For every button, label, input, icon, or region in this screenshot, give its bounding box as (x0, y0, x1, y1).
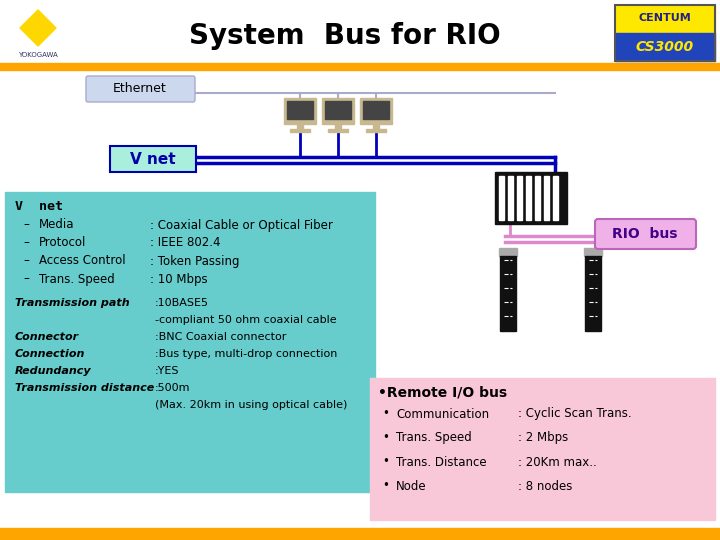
Text: V  net: V net (15, 199, 63, 213)
Text: -compliant 50 ohm coaxial cable: -compliant 50 ohm coaxial cable (155, 315, 337, 325)
Bar (290, 129, 310, 132)
Bar (517, 176, 522, 220)
Bar (0, 528, 720, 540)
Text: Redundancy: Redundancy (15, 366, 91, 376)
Text: V net: V net (130, 152, 176, 166)
Bar (0, 70, 720, 528)
Polygon shape (20, 10, 56, 46)
Bar (325, 101, 351, 119)
Text: :YES: :YES (155, 366, 179, 376)
Bar (0, 63, 720, 70)
Bar (584, 248, 602, 256)
Bar (360, 98, 392, 124)
Text: YOKOGAWA: YOKOGAWA (18, 52, 58, 58)
FancyBboxPatch shape (595, 219, 696, 249)
Text: Connector: Connector (15, 332, 79, 342)
Bar (526, 176, 531, 220)
Bar (585, 256, 601, 331)
Bar (287, 101, 313, 119)
Text: RIO  bus: RIO bus (612, 227, 678, 241)
Text: –: – (23, 273, 29, 286)
Text: : 20Km max..: : 20Km max.. (518, 456, 597, 469)
Text: : 10 Mbps: : 10 Mbps (150, 273, 207, 286)
Text: •: • (382, 408, 389, 421)
FancyBboxPatch shape (110, 146, 196, 172)
Bar (370, 378, 715, 520)
Text: Media: Media (39, 219, 74, 232)
Bar (328, 129, 348, 132)
Text: :BNC Coaxial connector: :BNC Coaxial connector (155, 332, 287, 342)
Bar (373, 124, 379, 129)
Text: Communication: Communication (396, 408, 489, 421)
Text: •Remote I/O bus: •Remote I/O bus (378, 385, 507, 399)
Text: •: • (382, 431, 389, 444)
Bar (535, 176, 540, 220)
Text: Trans. Distance: Trans. Distance (396, 456, 487, 469)
Bar (553, 176, 558, 220)
Text: Transmission distance: Transmission distance (15, 383, 154, 393)
Text: (Max. 20km in using optical cable): (Max. 20km in using optical cable) (155, 400, 347, 410)
Bar (544, 176, 549, 220)
Bar (363, 101, 389, 119)
Text: –: – (23, 254, 29, 267)
Bar (499, 248, 517, 256)
Text: :Bus type, multi-drop connection: :Bus type, multi-drop connection (155, 349, 338, 359)
Text: Access Control: Access Control (39, 254, 125, 267)
Text: Connection: Connection (15, 349, 86, 359)
Text: : Token Passing: : Token Passing (150, 254, 240, 267)
Text: Trans. Speed: Trans. Speed (396, 431, 472, 444)
Text: : 2 Mbps: : 2 Mbps (518, 431, 568, 444)
Text: –: – (23, 219, 29, 232)
Bar (508, 176, 513, 220)
Bar (297, 124, 303, 129)
Text: Protocol: Protocol (39, 237, 86, 249)
Bar (615, 5, 715, 61)
Text: CENTUM: CENTUM (639, 13, 691, 23)
Text: : 8 nodes: : 8 nodes (518, 480, 572, 492)
Text: Node: Node (396, 480, 427, 492)
Text: : IEEE 802.4: : IEEE 802.4 (150, 237, 220, 249)
Bar (500, 256, 516, 331)
Bar (499, 176, 504, 220)
Bar (495, 172, 567, 224)
Text: Trans. Speed: Trans. Speed (39, 273, 114, 286)
FancyBboxPatch shape (86, 76, 195, 102)
Bar (335, 124, 341, 129)
Bar (0, 0, 720, 65)
Bar (284, 98, 316, 124)
Text: :10BASE5: :10BASE5 (155, 298, 209, 308)
Text: –: – (23, 237, 29, 249)
Bar (322, 98, 354, 124)
Text: :500m: :500m (155, 383, 191, 393)
Text: •: • (382, 456, 389, 469)
Bar (615, 33, 715, 61)
Bar (615, 5, 715, 33)
Bar (5, 192, 375, 492)
Text: CS3000: CS3000 (636, 40, 694, 54)
Text: •: • (382, 480, 389, 492)
Text: Transmission path: Transmission path (15, 298, 130, 308)
Text: : Cyclic Scan Trans.: : Cyclic Scan Trans. (518, 408, 631, 421)
Text: Ethernet: Ethernet (113, 83, 167, 96)
Text: : Coaxial Cable or Optical Fiber: : Coaxial Cable or Optical Fiber (150, 219, 333, 232)
Bar (366, 129, 386, 132)
Text: System  Bus for RIO: System Bus for RIO (189, 22, 501, 50)
